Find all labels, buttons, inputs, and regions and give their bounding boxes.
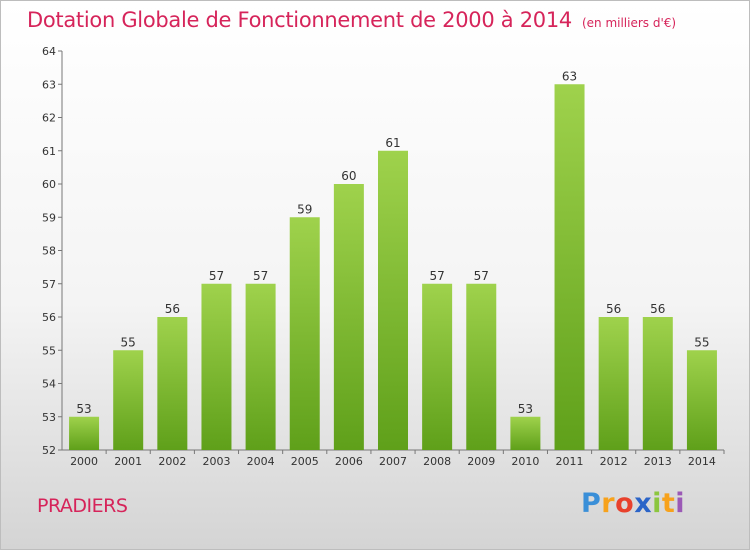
bar <box>510 416 541 450</box>
bar-value-label: 57 <box>253 269 268 283</box>
logo-letter: t <box>661 488 676 519</box>
bar <box>686 350 717 450</box>
bar <box>245 283 276 450</box>
y-tick-label: 61 <box>42 145 56 158</box>
bar <box>289 217 320 450</box>
y-tick-label: 54 <box>42 378 56 391</box>
bar-value-label: 59 <box>297 202 312 216</box>
bar <box>333 184 364 450</box>
bar-value-label: 56 <box>606 302 621 316</box>
x-tick-label: 2014 <box>688 455 716 468</box>
bar <box>113 350 144 450</box>
x-tick-label: 2006 <box>335 455 363 468</box>
y-tick-label: 56 <box>42 311 56 324</box>
x-tick-label: 2009 <box>467 455 495 468</box>
x-tick-label: 2010 <box>511 455 539 468</box>
chart-title: Dotation Globale de Fonctionnement de 20… <box>27 8 676 32</box>
x-tick-label: 2004 <box>247 455 275 468</box>
x-tick-label: 2011 <box>556 455 584 468</box>
bar-value-label: 56 <box>650 302 665 316</box>
logo-letter: r <box>601 488 616 519</box>
x-tick-label: 2008 <box>423 455 451 468</box>
bar-value-label: 56 <box>165 302 180 316</box>
y-tick-label: 63 <box>42 78 56 91</box>
bar-value-label: 57 <box>209 269 224 283</box>
y-tick-label: 62 <box>42 112 56 125</box>
bar <box>466 283 497 450</box>
bar <box>422 283 453 450</box>
bar <box>554 84 585 450</box>
bar-value-label: 55 <box>694 335 709 349</box>
x-tick-label: 2002 <box>158 455 186 468</box>
place-name: PRADIERS <box>37 495 128 517</box>
y-tick-label: 59 <box>42 211 56 224</box>
bar-value-label: 57 <box>474 269 489 283</box>
logo-letter: i <box>652 488 662 519</box>
x-tick-label: 2000 <box>70 455 98 468</box>
x-tick-label: 2001 <box>114 455 142 468</box>
bar <box>69 416 100 450</box>
x-tick-label: 2013 <box>644 455 672 468</box>
y-tick-label: 64 <box>42 45 56 58</box>
logo-letter: i <box>675 488 686 519</box>
bar <box>201 283 232 450</box>
bar <box>642 317 673 450</box>
bar <box>598 317 629 450</box>
proxiti-logo[interactable]: Proxiti <box>581 488 685 519</box>
bar-value-label: 55 <box>121 335 136 349</box>
bar <box>378 150 408 450</box>
chart-labels: 53 55 56 57 57 59 60 61 57 57 53 63 56 56 55 <box>76 69 709 416</box>
logo-letter: o <box>615 488 635 519</box>
y-tick-label: 55 <box>42 344 56 357</box>
y-tick-label: 58 <box>42 245 56 258</box>
x-tick-label: 2005 <box>291 455 319 468</box>
bar-value-label: 60 <box>341 169 356 183</box>
y-tick-label: 57 <box>42 278 56 291</box>
x-tick-label: 2012 <box>600 455 628 468</box>
y-tick-label: 53 <box>42 411 56 424</box>
y-tick-label: 52 <box>42 444 56 457</box>
logo-letter: P <box>581 488 602 519</box>
title-text: Dotation Globale de Fonctionnement de 20… <box>27 8 572 32</box>
bar <box>157 317 188 450</box>
bar-value-label: 53 <box>518 402 533 416</box>
y-tick-label: 60 <box>42 178 56 191</box>
bar-value-label: 57 <box>429 269 444 283</box>
logo-letter: x <box>634 488 653 519</box>
chart-subtitle: (en milliers d'€) <box>581 16 677 30</box>
bar-value-label: 61 <box>385 136 400 150</box>
bar-value-label: 63 <box>562 69 577 83</box>
x-tick-label: 2003 <box>202 455 230 468</box>
chart-bars <box>69 84 717 450</box>
x-tick-label: 2007 <box>379 455 407 468</box>
bar-value-label: 53 <box>76 402 91 416</box>
